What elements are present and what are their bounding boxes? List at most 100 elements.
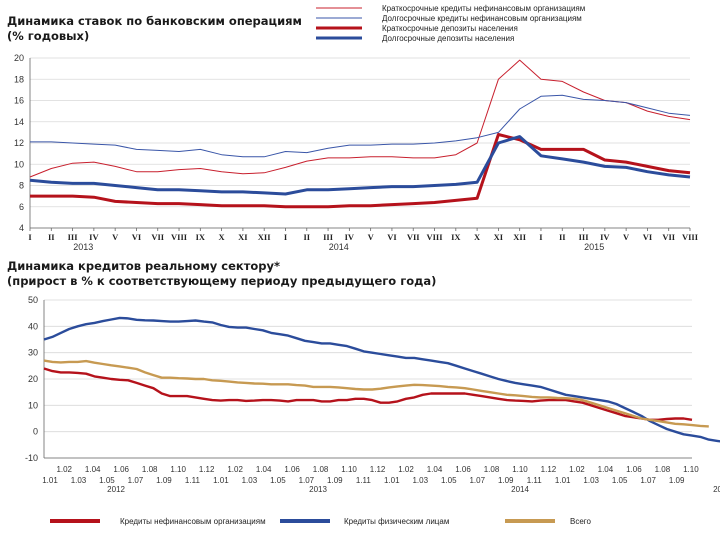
chart2-x-tick-top: 1.10 bbox=[683, 465, 699, 474]
chart2-x-tick-bottom: 1.05 bbox=[441, 476, 457, 485]
chart2-x-tick-bottom: 1.11 bbox=[185, 476, 201, 485]
chart1-x-tick: VI bbox=[643, 232, 653, 242]
chart2-y-tick: 40 bbox=[28, 321, 38, 331]
chart2-x-tick-top: 1.02 bbox=[569, 465, 585, 474]
chart1-x-tick: II bbox=[303, 232, 310, 242]
chart2-x-tick-top: 1.08 bbox=[655, 465, 671, 474]
chart2-year-label: 2012 bbox=[107, 485, 125, 494]
chart2-x-tick-top: 1.06 bbox=[626, 465, 642, 474]
chart2-series-line-1 bbox=[43, 367, 693, 421]
chart1-y-tick: 10 bbox=[14, 159, 24, 169]
chart1-x-tick: X bbox=[219, 232, 226, 242]
chart2-x-tick-top: 1.04 bbox=[85, 465, 101, 474]
chart1-y-tick: 8 bbox=[19, 181, 24, 191]
chart2-x-tick-bottom: 1.07 bbox=[128, 476, 144, 485]
chart1-x-tick: V bbox=[623, 232, 630, 242]
chart1-x-tick: IV bbox=[89, 232, 99, 242]
chart2-x-tick-top: 1.10 bbox=[170, 465, 186, 474]
chart2-x-tick-top: 1.08 bbox=[142, 465, 158, 474]
chart1-y-tick: 4 bbox=[19, 223, 24, 233]
chart1-x-tick: XII bbox=[258, 232, 271, 242]
chart2-x-tick-top: 1.12 bbox=[199, 465, 215, 474]
chart2-x-tick-bottom: 1.07 bbox=[640, 476, 656, 485]
chart1-x-tick: II bbox=[48, 232, 55, 242]
chart2-x-tick-top: 1.04 bbox=[598, 465, 614, 474]
chart2-legend-label: Кредиты физическим лицам bbox=[344, 517, 449, 526]
chart1-x-tick: III bbox=[323, 232, 334, 242]
chart2-legend-label: Всего bbox=[570, 517, 592, 526]
chart2-x-tick-top: 1.10 bbox=[512, 465, 528, 474]
chart2-subtitle: (прирост в % к соответствующему периоду … bbox=[7, 274, 436, 288]
chart1-x-tick: XI bbox=[494, 232, 504, 242]
chart2-y-tick: 10 bbox=[28, 400, 38, 410]
chart1-series-line-3 bbox=[30, 133, 691, 209]
chart1-y-tick: 14 bbox=[14, 117, 24, 127]
chart1-x-tick: IV bbox=[345, 232, 355, 242]
chart1-legend-label: Долгосрочные депозиты населения bbox=[382, 34, 514, 43]
chart2-y-tick: -10 bbox=[25, 453, 38, 463]
chart1-x-tick: I bbox=[539, 232, 543, 242]
chart2-y-tick: 20 bbox=[28, 374, 38, 384]
chart1-x-tick: VIII bbox=[426, 232, 443, 242]
chart2-x-tick-top: 1.08 bbox=[484, 465, 500, 474]
chart1-y-tick: 6 bbox=[19, 202, 24, 212]
chart1-x-tick: VIII bbox=[682, 232, 699, 242]
chart1-legend-label: Краткосрочные депозиты населения bbox=[382, 24, 518, 33]
chart1-x-tick: VII bbox=[151, 232, 164, 242]
chart2-legend: Кредиты нефинансовым организациям Кредиты… bbox=[50, 517, 592, 526]
chart2-x-tick-top: 1.06 bbox=[113, 465, 129, 474]
chart2-plot: -10 0 10 20 30 40 50 1.01 1.03 1.05 1.07 1.09 1.11 1.… bbox=[25, 295, 720, 494]
chart2-x-tick-bottom: 1.01 bbox=[555, 476, 571, 485]
chart1-x-tick: VIII bbox=[171, 232, 188, 242]
chart2-year-label: 2013 bbox=[309, 485, 327, 494]
chart1-legend-label: Долгосрочные кредиты нефинансовым органи… bbox=[382, 14, 582, 23]
chart2-x-tick-bottom: 1.07 bbox=[299, 476, 315, 485]
chart2-x-tick-top: 1.02 bbox=[227, 465, 243, 474]
chart2-x-tick-bottom: 1.03 bbox=[71, 476, 87, 485]
chart2-x-tick-bottom: 1.09 bbox=[498, 476, 514, 485]
chart2-x-tick-bottom: 1.09 bbox=[327, 476, 343, 485]
chart2-x-tick-top: 1.04 bbox=[427, 465, 443, 474]
chart1-legend: Краткосрочные кредиты нефинансовым орган… bbox=[316, 4, 585, 43]
chart2-x-tick-top: 1.08 bbox=[313, 465, 329, 474]
chart2-series-line-3 bbox=[43, 359, 709, 428]
chart1-series-line-2 bbox=[30, 94, 691, 158]
chart1-series-line-4 bbox=[29, 135, 691, 196]
chart1-y-tick: 18 bbox=[14, 74, 24, 84]
chart2-x-tick-top: 1.06 bbox=[284, 465, 300, 474]
chart2-x-tick-bottom: 1.01 bbox=[42, 476, 58, 485]
chart2-x-tick-bottom: 1.07 bbox=[469, 476, 485, 485]
chart1-subtitle: (% годовых) bbox=[7, 29, 89, 43]
chart1-x-tick: VI bbox=[387, 232, 397, 242]
chart2-y-tick: 0 bbox=[33, 427, 38, 437]
chart1-x-tick: VII bbox=[662, 232, 675, 242]
chart1-x-tick: IX bbox=[196, 232, 206, 242]
chart1-x-tick: III bbox=[579, 232, 590, 242]
chart1-y-tick: 20 bbox=[14, 53, 24, 63]
chart2-year-label: 2015 bbox=[713, 485, 720, 494]
chart2-x-tick-top: 1.02 bbox=[56, 465, 72, 474]
chart2-x-tick-bottom: 1.03 bbox=[583, 476, 599, 485]
chart1-x-tick: I bbox=[28, 232, 32, 242]
chart2-x-tick-top: 1.02 bbox=[398, 465, 414, 474]
chart2-x-tick-top: 1.10 bbox=[341, 465, 357, 474]
chart1-x-tick: XII bbox=[513, 232, 526, 242]
chart2-x-tick-top: 1.04 bbox=[256, 465, 272, 474]
chart1-x-tick: I bbox=[284, 232, 288, 242]
chart2-y-tick: 30 bbox=[28, 348, 38, 358]
chart1-x-tick: X bbox=[474, 232, 481, 242]
chart1-year-label: 2015 bbox=[584, 242, 604, 252]
chart1-x-tick: V bbox=[368, 232, 375, 242]
chart2-legend-label: Кредиты нефинансовым организациям bbox=[120, 517, 266, 526]
chart2-x-tick-bottom: 1.03 bbox=[412, 476, 428, 485]
chart2-x-tick-top: 1.06 bbox=[455, 465, 471, 474]
chart2-x-tick-top: 1.12 bbox=[541, 465, 557, 474]
chart2-x-tick-bottom: 1.01 bbox=[384, 476, 400, 485]
chart2-x-tick-bottom: 1.09 bbox=[669, 476, 685, 485]
chart2-series-line-2 bbox=[43, 316, 720, 443]
chart1-title: Динамика ставок по банковским операциям bbox=[7, 14, 302, 28]
chart1-x-tick: XI bbox=[238, 232, 248, 242]
chart2-x-tick-bottom: 1.05 bbox=[99, 476, 115, 485]
chart1-x-tick: V bbox=[112, 232, 119, 242]
